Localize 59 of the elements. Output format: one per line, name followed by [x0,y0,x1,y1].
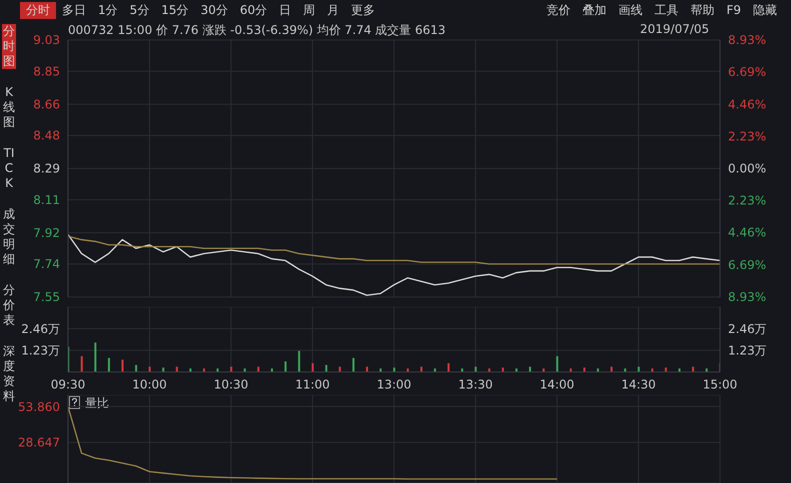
text: 周 [302,2,316,18]
text: 60分 [238,2,268,18]
y2-tick-label: 4.46% [728,97,766,112]
text: 隐藏 [752,2,778,18]
y2-tick-label: 0.00% [728,162,766,176]
text: 多日 [61,2,87,18]
text: 深度资料 [2,344,16,404]
x-tick-label: 13:00 [376,378,412,392]
y-tick-label: 8.11 [33,192,60,207]
y-tick-label: 8.66 [33,97,60,112]
y-tick-label: 7.74 [33,257,60,272]
y-tick-label: 7.92 [33,226,60,240]
x-tick-label: 11:00 [295,378,330,392]
x-tick-label: 14:00 [540,378,574,392]
y-tick-label: 2.46万 [21,322,60,336]
text: 5分 [128,2,150,18]
y-tick-label: 8.85 [33,64,60,78]
y2-tick-label: 2.46万 [728,322,767,336]
chart-subtitle: 2019/07/05 [640,22,710,36]
y-tick-label: 8.48 [33,128,60,143]
y2-tick-label: 8.93% [728,290,766,304]
text: 成交明细 [2,207,16,267]
x-tick-label: 14:30 [621,378,656,392]
text: 15分 [160,2,190,18]
y2-tick-label: 6.69% [728,65,766,80]
text: 更多 [350,2,376,18]
text: 分时 [20,2,56,18]
y2-tick-label: 1.23万 [728,344,767,358]
y-tick-label: 28.647 [18,436,60,450]
x-tick-label: 15:00 [702,378,738,392]
text: 分时图 [2,24,16,69]
text: 月 [326,2,340,18]
text: 竞价 [545,2,572,18]
chart-title: 000732 15:00 价 7.76 涨跌 -0.53(-6.39%) 均价 7.74 成交量 6613 [68,22,446,39]
y-tick-label: 1.23万 [21,344,60,358]
text: 帮助 [689,2,716,18]
x-tick-label: 09:30 [50,378,86,392]
y-tick-label: 7.55 [33,290,60,304]
x-tick-label: 10:30 [214,378,248,392]
text: 分价表 [2,283,16,328]
y2-tick-label: 6.69% [728,258,766,272]
text: TICK [2,146,16,191]
y-tick-label: 8.29 [33,162,60,176]
text: 工具 [653,2,680,18]
y2-tick-label: 8.93% [728,33,766,47]
text: 1分 [97,2,119,18]
text: 画线 [617,2,644,18]
y2-tick-label: 2.23% [728,129,766,144]
text: F9 [725,3,742,17]
text: 日 [278,2,292,18]
text: 叠加 [581,2,608,18]
y-tick-label: 53.860 [18,400,60,414]
x-tick-label: 10:00 [132,378,167,392]
y2-tick-label: 4.46% [728,226,766,240]
text: K线图 [2,85,16,130]
y-tick-label: 9.03 [33,33,60,47]
text: 30分 [200,2,229,18]
y2-tick-label: 2.23% [728,194,766,208]
x-tick-label: 13:30 [458,378,493,392]
